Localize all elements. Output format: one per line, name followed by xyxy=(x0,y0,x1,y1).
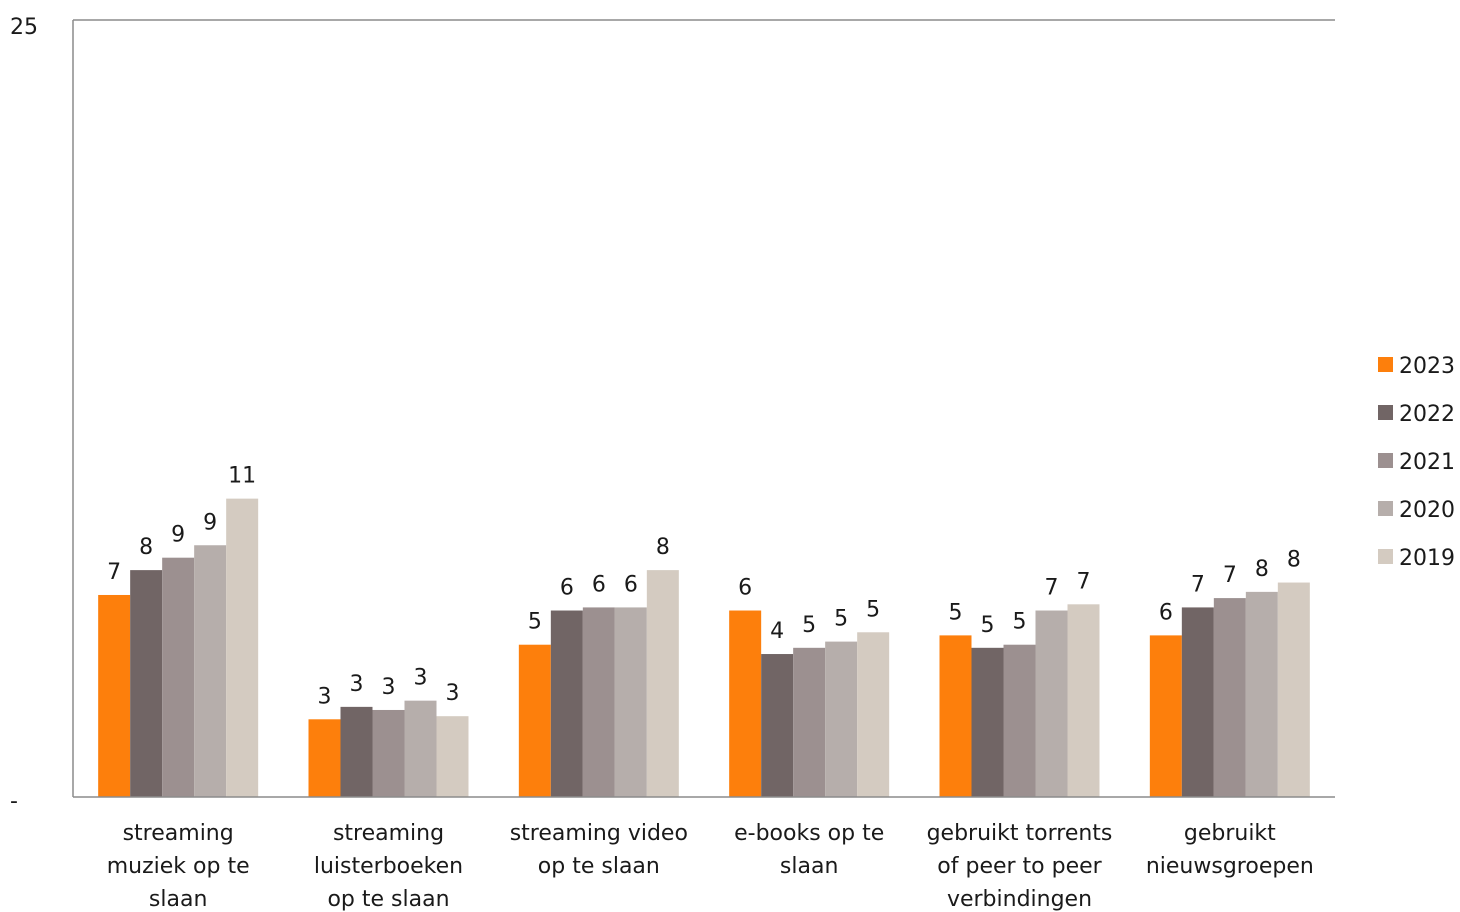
bar-2019-cat-5 xyxy=(1277,582,1310,797)
category-label-1-line-1: luisterboeken xyxy=(314,854,463,879)
bar-2020-cat-1 xyxy=(404,700,437,797)
data-label-2021-cat-2: 6 xyxy=(592,572,606,597)
bars-layer xyxy=(98,498,1310,797)
category-label-3-line-1: slaan xyxy=(780,854,838,879)
bar-2023-cat-0 xyxy=(98,594,131,797)
bar-2019-cat-0 xyxy=(226,498,259,797)
bar-2023-cat-5 xyxy=(1149,635,1182,797)
category-label-2-line-1: op te slaan xyxy=(538,854,660,879)
bar-2022-cat-0 xyxy=(130,570,163,797)
data-label-2020-cat-0: 9 xyxy=(203,510,217,535)
y-tick-label-top: 25 xyxy=(10,15,38,40)
data-label-2019-cat-3: 5 xyxy=(866,597,880,622)
category-label-0-line-2: slaan xyxy=(149,887,207,912)
y-tick-label-zero: - xyxy=(10,789,18,814)
data-label-2021-cat-1: 3 xyxy=(382,675,396,700)
data-label-2022-cat-2: 6 xyxy=(560,576,574,601)
bar-2022-cat-2 xyxy=(550,610,583,797)
bar-2021-cat-4 xyxy=(1003,644,1036,797)
data-label-2023-cat-2: 5 xyxy=(528,610,542,635)
legend-label-2021: 2021 xyxy=(1399,450,1455,475)
bar-2020-cat-0 xyxy=(194,545,227,797)
bar-2021-cat-3 xyxy=(793,647,826,797)
data-label-2019-cat-0: 11 xyxy=(228,464,256,489)
data-label-2022-cat-1: 3 xyxy=(350,672,364,697)
bar-2020-cat-4 xyxy=(1035,610,1068,797)
bar-2023-cat-2 xyxy=(518,644,551,797)
bar-2021-cat-0 xyxy=(162,557,195,797)
bar-2019-cat-3 xyxy=(857,632,890,797)
bar-2022-cat-5 xyxy=(1181,607,1214,797)
axes-layer: 25 - xyxy=(10,15,1335,814)
bar-2023-cat-1 xyxy=(308,719,341,797)
category-label-3-line-0: e-books op te xyxy=(734,821,884,846)
legend: 2023 2022 2021 2020 2019 xyxy=(1378,354,1455,571)
data-label-2022-cat-5: 7 xyxy=(1191,572,1205,597)
bar-2020-cat-3 xyxy=(825,641,858,797)
category-label-0-line-0: streaming xyxy=(123,821,234,846)
data-label-2019-cat-4: 7 xyxy=(1077,569,1091,594)
data-label-2020-cat-4: 7 xyxy=(1045,576,1059,601)
legend-label-2019: 2019 xyxy=(1399,546,1455,571)
bar-2023-cat-3 xyxy=(729,610,762,797)
data-label-2020-cat-1: 3 xyxy=(414,666,428,691)
legend-swatch-2020 xyxy=(1378,501,1393,516)
bar-2019-cat-4 xyxy=(1067,604,1100,797)
data-label-2019-cat-2: 8 xyxy=(656,535,670,560)
category-label-0-line-1: muziek op te xyxy=(107,854,250,879)
legend-swatch-2023 xyxy=(1378,357,1393,372)
legend-swatch-2019 xyxy=(1378,549,1393,564)
bar-2021-cat-2 xyxy=(582,607,615,797)
bar-2020-cat-5 xyxy=(1245,591,1278,797)
category-label-1-line-0: streaming xyxy=(333,821,444,846)
category-label-4-line-2: verbindingen xyxy=(947,887,1092,912)
data-label-2022-cat-4: 5 xyxy=(981,613,995,638)
data-label-2022-cat-3: 4 xyxy=(770,619,784,644)
bar-2022-cat-1 xyxy=(340,706,373,797)
data-label-2021-cat-5: 7 xyxy=(1223,563,1237,588)
bar-2020-cat-2 xyxy=(614,607,647,797)
category-label-4-line-0: gebruikt torrents xyxy=(927,821,1113,846)
category-labels-layer: streaming muziek op te slaan streaming luist… xyxy=(107,821,1314,912)
data-label-2020-cat-5: 8 xyxy=(1255,557,1269,582)
data-label-2020-cat-2: 6 xyxy=(624,572,638,597)
category-label-4-line-1: of peer to peer xyxy=(937,854,1102,879)
data-label-2021-cat-4: 5 xyxy=(1013,610,1027,635)
category-label-5-line-1: nieuwsgroepen xyxy=(1146,854,1314,879)
legend-swatch-2022 xyxy=(1378,405,1393,420)
data-label-2021-cat-0: 9 xyxy=(171,523,185,548)
category-label-2-line-0: streaming video xyxy=(510,821,688,846)
bar-2019-cat-2 xyxy=(646,570,679,797)
legend-label-2020: 2020 xyxy=(1399,498,1455,523)
data-label-2023-cat-1: 3 xyxy=(318,684,332,709)
category-label-5-line-0: gebruikt xyxy=(1184,821,1276,846)
category-label-1-line-2: op te slaan xyxy=(327,887,449,912)
bar-2023-cat-4 xyxy=(939,635,972,797)
data-label-2019-cat-5: 8 xyxy=(1287,548,1301,573)
bar-2022-cat-3 xyxy=(761,654,794,797)
legend-swatch-2021 xyxy=(1378,453,1393,468)
data-label-2023-cat-5: 6 xyxy=(1159,600,1173,625)
data-label-2022-cat-0: 8 xyxy=(139,535,153,560)
legend-label-2022: 2022 xyxy=(1399,402,1455,427)
data-label-2019-cat-1: 3 xyxy=(446,681,460,706)
bar-2022-cat-4 xyxy=(971,647,1004,797)
bar-2021-cat-1 xyxy=(372,709,405,797)
data-label-2021-cat-3: 5 xyxy=(802,613,816,638)
legend-label-2023: 2023 xyxy=(1399,354,1455,379)
bar-2021-cat-5 xyxy=(1213,598,1246,797)
data-label-2023-cat-3: 6 xyxy=(738,576,752,601)
bar-2019-cat-1 xyxy=(436,716,469,797)
data-label-2023-cat-4: 5 xyxy=(949,600,963,625)
data-label-2020-cat-3: 5 xyxy=(834,607,848,632)
data-label-2023-cat-0: 7 xyxy=(107,560,121,585)
